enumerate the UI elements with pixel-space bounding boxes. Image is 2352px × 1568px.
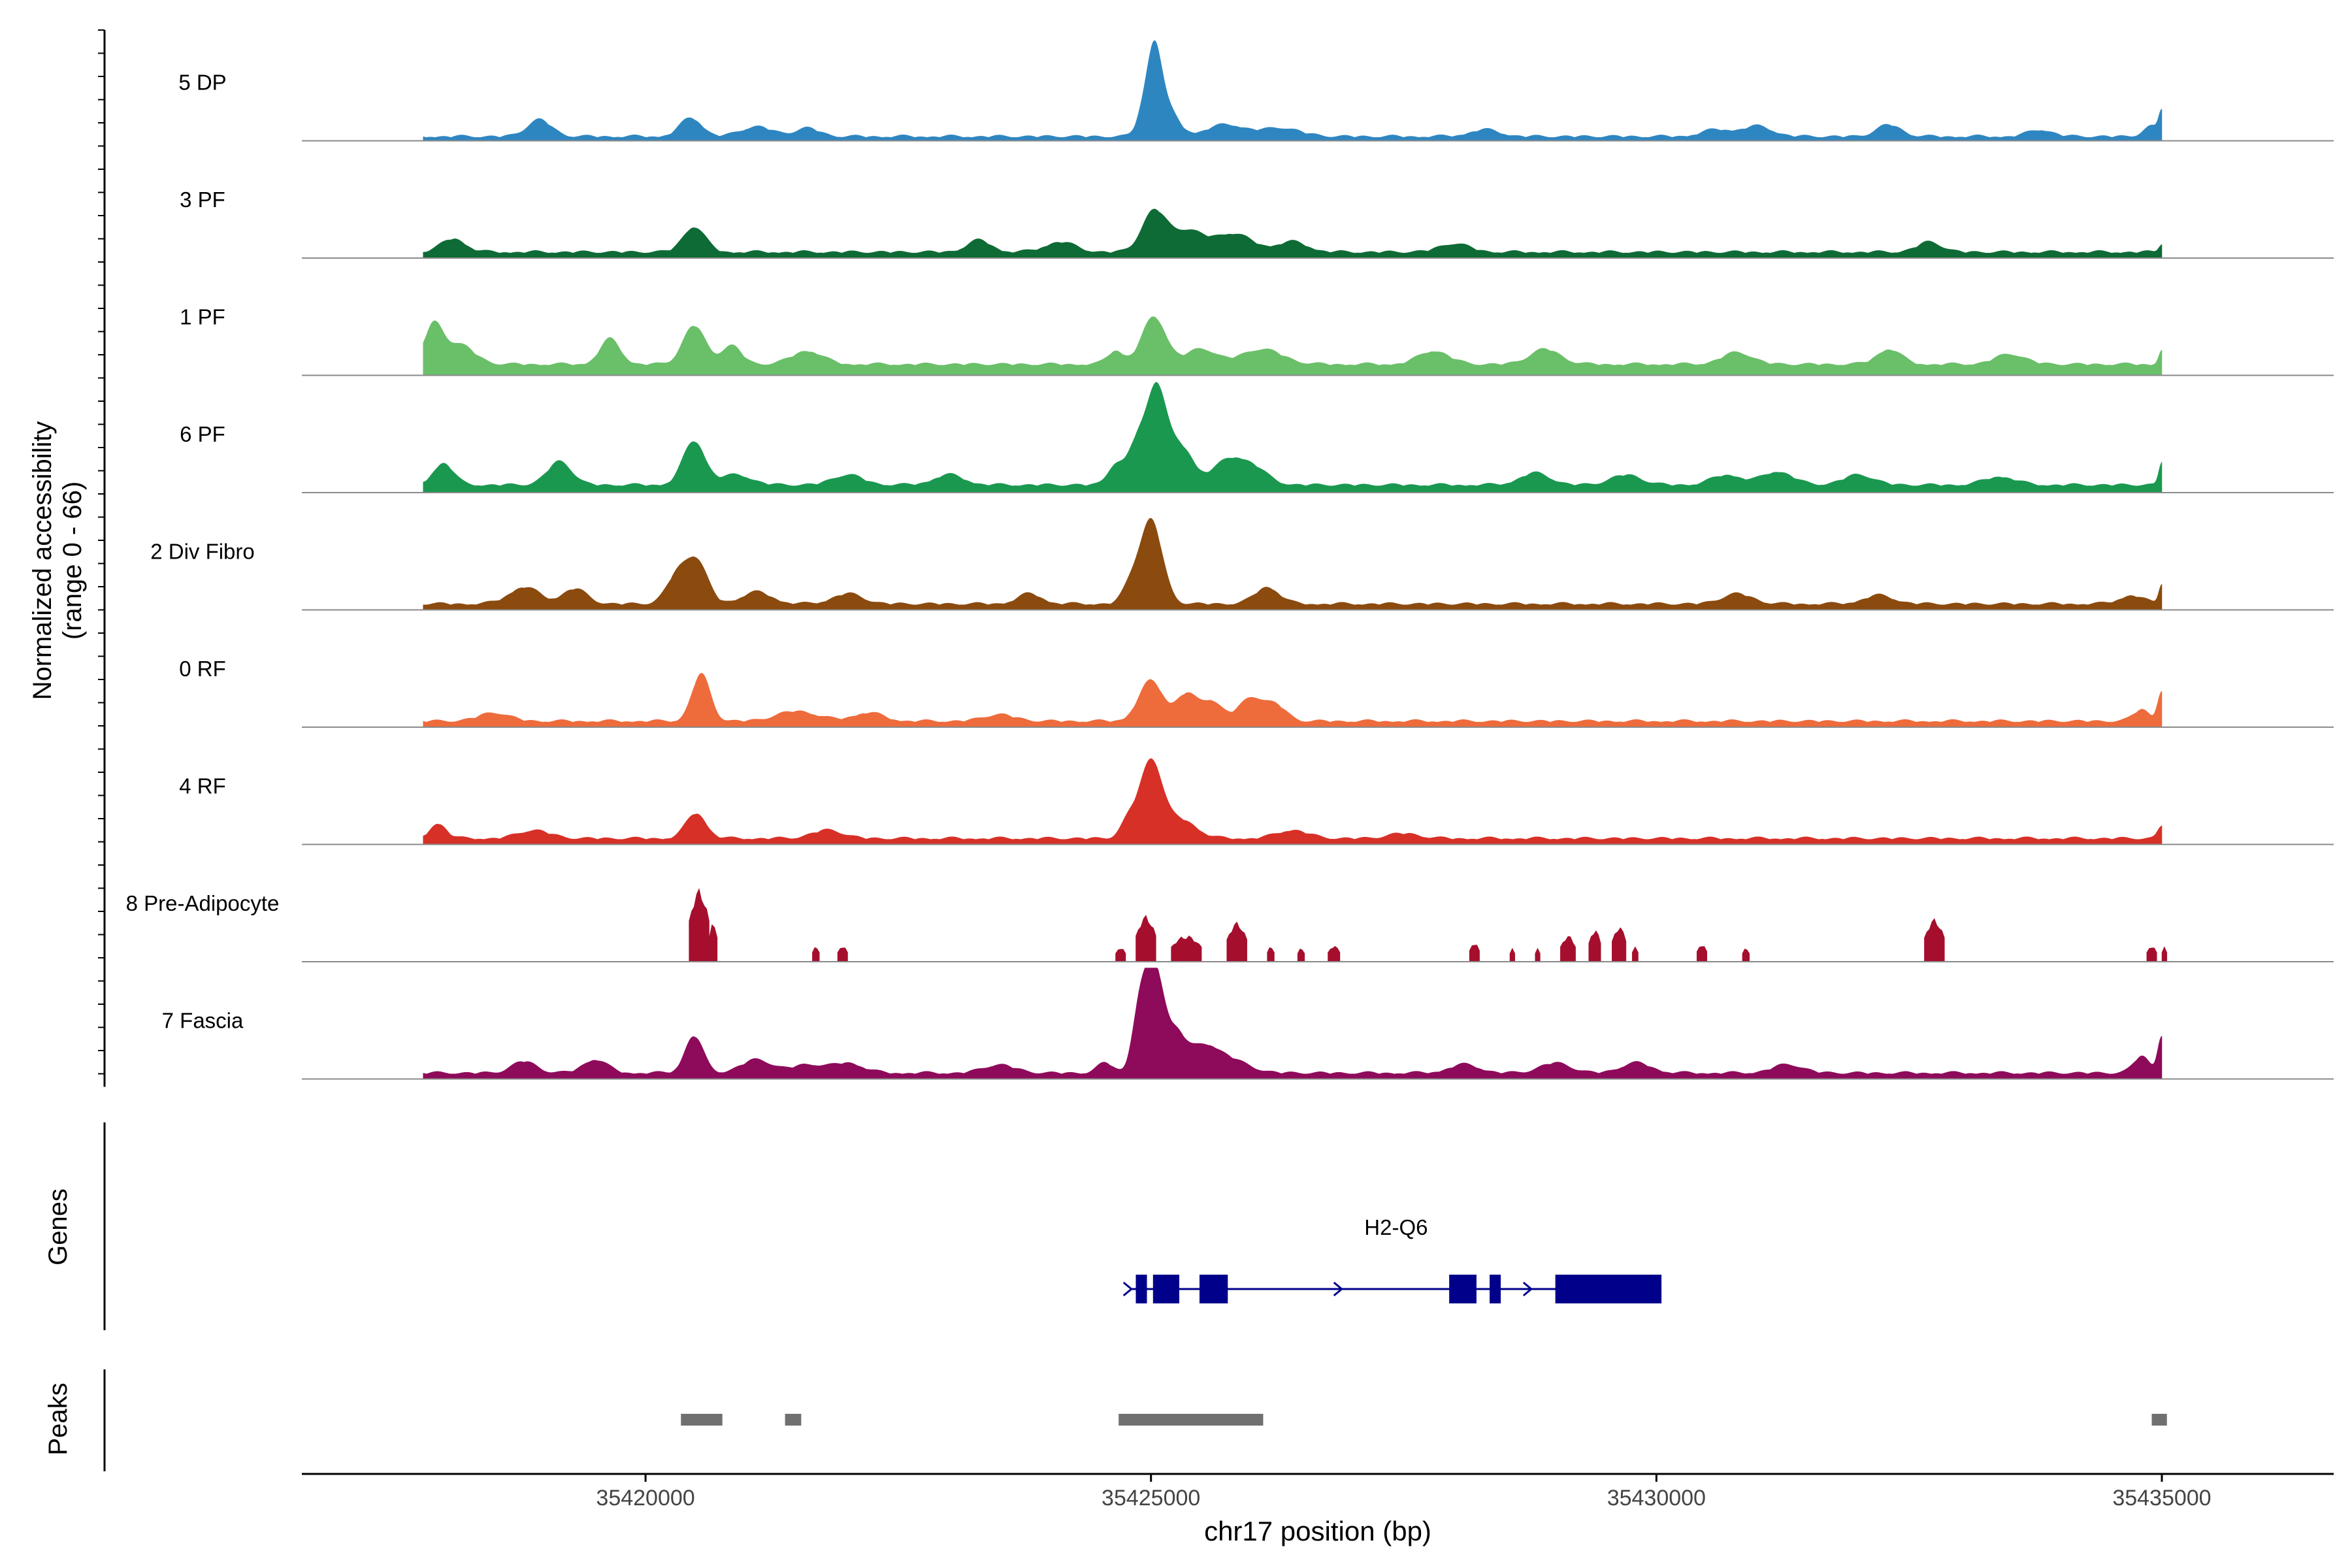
coverage-area [423,517,2163,610]
track-label: 7 Fascia [162,1009,244,1033]
track-label: 5 DP [178,71,226,95]
gene-exon [1555,1275,1662,1303]
x-tick-label: 35430000 [1607,1486,1706,1511]
strand-arrow [1333,1281,1344,1297]
coverage-tracks: 5 DP 3 PF 1 PF 6 PF 2 Div Fibro 0 RF 4 RF 8 Pre… [126,40,2334,1080]
track-label: 4 RF [179,774,226,798]
strand-arrow [1122,1281,1134,1297]
x-tick-label: 35425000 [1102,1486,1200,1511]
track-4-rf: 4 RF [179,758,2334,845]
track-2-div-fibro: 2 Div Fibro [150,517,2334,611]
y-axis-title: Normalized accessibility [28,421,57,700]
gene-model: H2-Q6 [1122,1215,1662,1303]
track-3-pf: 3 PF [180,188,2334,259]
peak-region [2151,1414,2167,1426]
track-8-pre-adipocyte: 8 Pre-Adipocyte [126,888,2334,962]
track-5-dp: 5 DP [178,40,2334,142]
strand-arrow [1522,1281,1533,1297]
peaks-track-label: Peaks [44,1382,73,1455]
y-axis [98,29,106,1087]
track-7-fascia: 7 Fascia [162,968,2334,1080]
gene-exon [1449,1275,1477,1303]
coverage-area [423,208,2163,259]
gene-exon [1152,1275,1180,1303]
gene-track: H2-Q6 [103,1122,1662,1330]
track-0-rf: 0 RF [179,657,2334,728]
y-axis-range: (range 0 - 66) [58,482,87,640]
peak-region [1119,1414,1264,1426]
track-6-pf: 6 PF [180,382,2334,493]
coverage-area [423,316,2163,376]
peak-region [681,1414,723,1426]
gene-exon [1135,1275,1147,1303]
coverage-area [423,673,2163,728]
coverage-area [423,382,2163,493]
track-label: 2 Div Fibro [150,540,255,564]
x-tick-label: 35420000 [596,1486,694,1511]
x-axis: 35420000 35425000 35430000 35435000 [302,1473,2334,1511]
track-label: 3 PF [180,188,225,212]
genes-track-label: Genes [44,1188,73,1266]
coverage-area [689,888,2167,962]
coverage-area [423,758,2163,845]
gene-label: H2-Q6 [1364,1215,1428,1239]
gene-exon [1199,1275,1228,1303]
peak-track [103,1369,2167,1471]
gene-exon [1490,1275,1501,1303]
x-tick-label: 35435000 [2112,1486,2211,1511]
track-label: 6 PF [180,422,225,446]
x-axis-title: chr17 position (bp) [1204,1516,1431,1546]
coverage-area [423,40,2163,141]
track-label: 8 Pre-Adipocyte [126,891,280,915]
track-1-pf: 1 PF [180,305,2334,376]
track-label: 1 PF [180,305,225,329]
coverage-area [423,968,2163,1079]
peak-region [785,1414,802,1426]
track-label: 0 RF [179,657,226,681]
